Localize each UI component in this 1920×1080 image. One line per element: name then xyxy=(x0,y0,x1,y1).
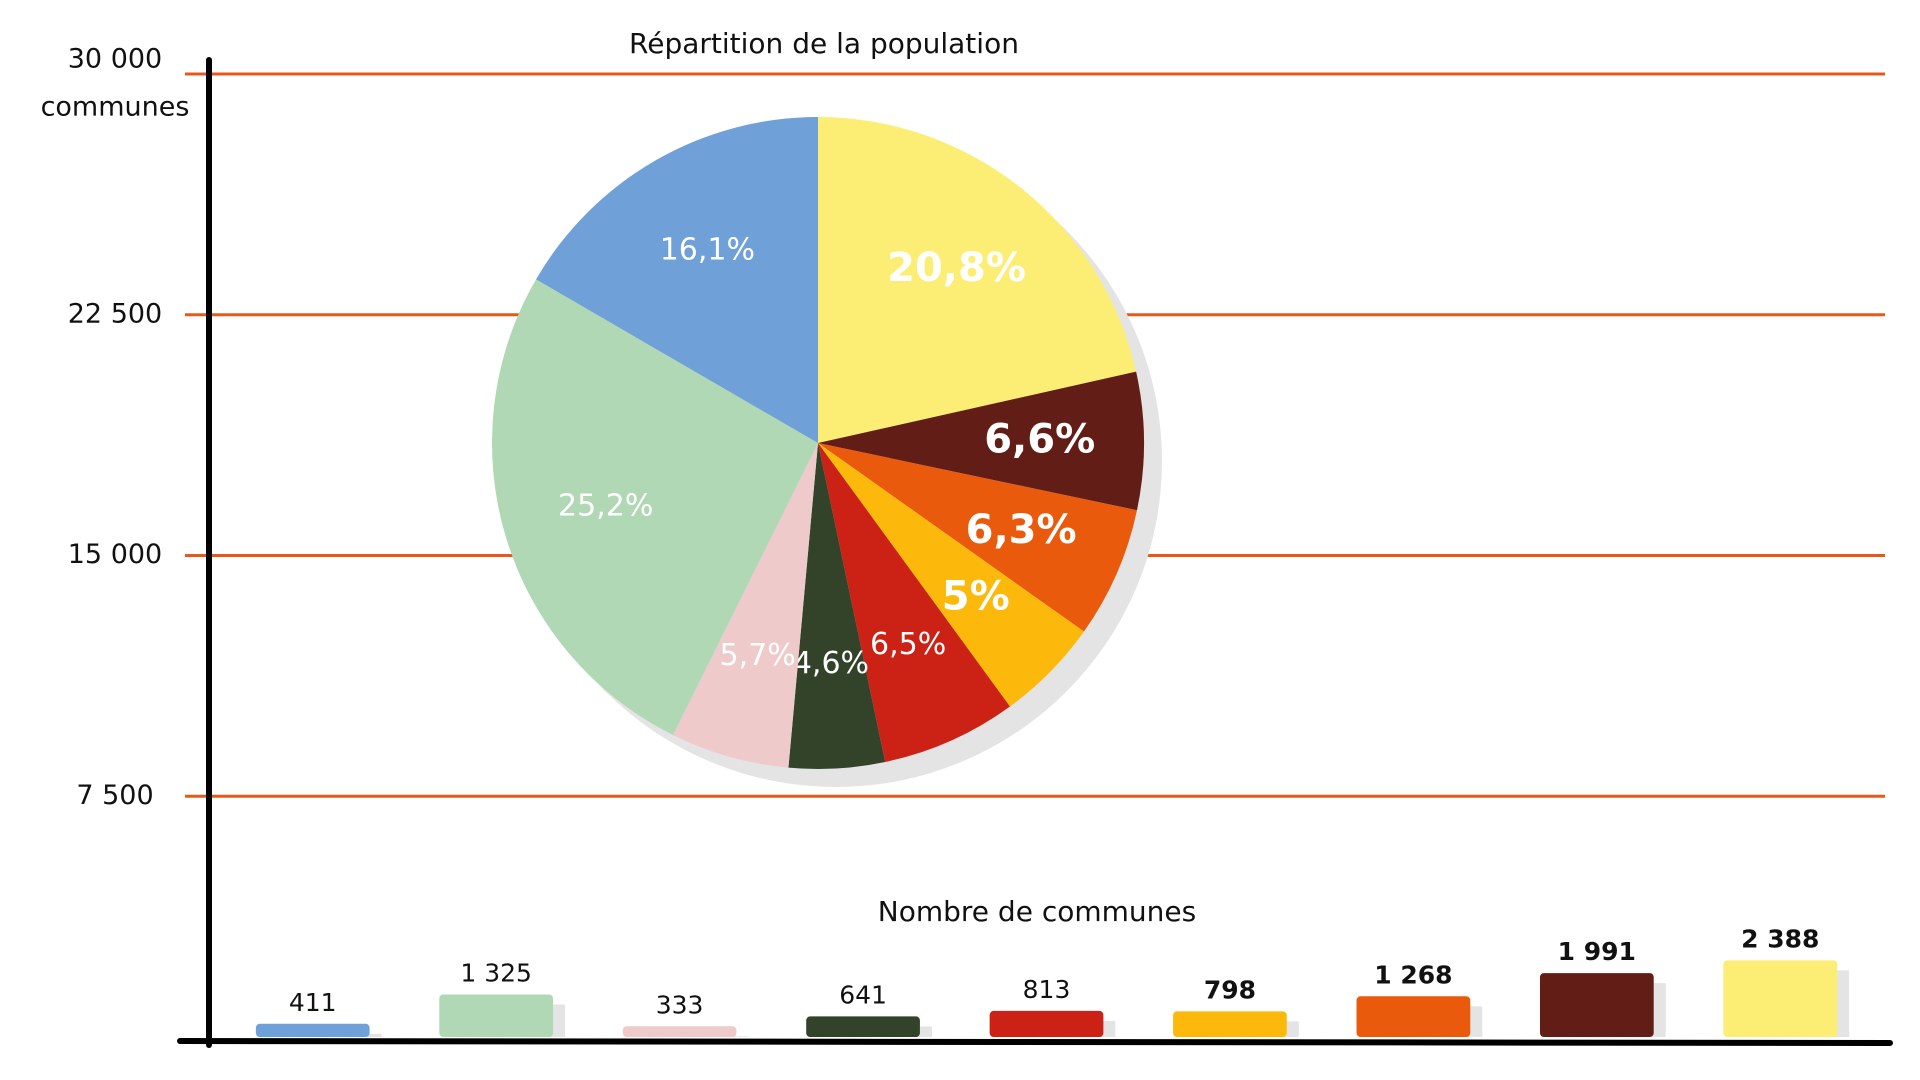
pie-value-label: 6,5% xyxy=(870,627,946,662)
pie-slice xyxy=(818,443,1084,707)
pie-slice xyxy=(818,443,1010,762)
bar xyxy=(255,1023,370,1037)
pie-value-label: 5% xyxy=(942,574,1010,620)
bar xyxy=(989,1010,1104,1037)
pie-slice xyxy=(788,443,886,769)
bar xyxy=(1356,996,1471,1037)
bar-value-label: 641 xyxy=(839,980,887,1009)
pie-value-label: 5,7% xyxy=(720,638,796,673)
bar-value-label: 813 xyxy=(1023,975,1071,1004)
bar-value-label: 1 991 xyxy=(1558,937,1636,966)
bar xyxy=(1539,973,1654,1037)
pie-value-label: 6,6% xyxy=(984,417,1095,463)
pie-slice xyxy=(818,371,1144,511)
y-tick-label: 15 000 xyxy=(68,539,162,570)
pie-slice xyxy=(492,279,818,735)
pie-slice xyxy=(818,443,1137,632)
bar-value-label: 798 xyxy=(1204,975,1256,1004)
bar-value-label: 2 388 xyxy=(1741,924,1819,953)
bar-value-label: 333 xyxy=(656,990,704,1019)
pie-value-label: 25,2% xyxy=(558,488,653,523)
y-tick-label: 30 000 xyxy=(68,44,162,75)
bar-value-label: 411 xyxy=(289,988,337,1017)
bar xyxy=(439,994,554,1037)
bar-chart-title: Nombre de communes xyxy=(878,895,1196,928)
pie-slice xyxy=(536,117,818,443)
bar-value-label: 1 268 xyxy=(1374,960,1452,989)
bar xyxy=(1173,1011,1287,1037)
bar xyxy=(1723,960,1838,1037)
pie-slice xyxy=(673,443,818,768)
pie-slice xyxy=(818,117,1137,443)
pie-value-label: 4,6% xyxy=(793,646,869,681)
bar xyxy=(622,1026,737,1037)
pie-value-label: 6,3% xyxy=(966,507,1077,553)
pie-title: Répartition de la population xyxy=(629,27,1019,60)
x-axis xyxy=(177,1038,1893,1046)
y-axis-label: communes xyxy=(41,92,190,123)
bar-value-label: 1 325 xyxy=(460,958,532,987)
pie-value-label: 20,8% xyxy=(887,245,1026,291)
y-tick-label: 22 500 xyxy=(68,298,162,329)
pie-value-label: 16,1% xyxy=(660,232,755,267)
y-tick-label: 7 500 xyxy=(76,780,153,811)
bar xyxy=(806,1016,920,1037)
